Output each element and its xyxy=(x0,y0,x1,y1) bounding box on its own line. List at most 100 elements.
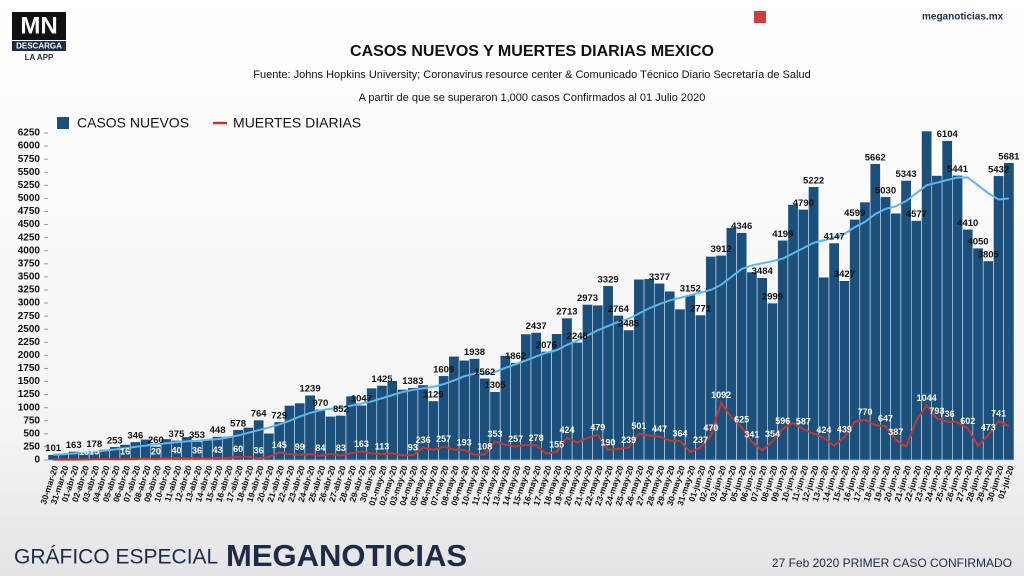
value-label: 1862 xyxy=(505,351,526,362)
chart-title: CASOS NUEVOS Y MUERTES DIARIAS MEXICO xyxy=(350,43,714,60)
value-label: 2076 xyxy=(536,340,557,351)
legend-label: CASOS NUEVOS xyxy=(77,115,189,131)
value-label: 387 xyxy=(888,427,903,437)
value-label: 83 xyxy=(336,443,346,453)
legend-swatch xyxy=(57,117,69,129)
value-label: 93 xyxy=(408,443,418,453)
bar xyxy=(910,220,922,461)
value-label: 1938 xyxy=(464,347,485,358)
value-label: 1425 xyxy=(371,374,393,385)
logo-sub-box xyxy=(12,41,66,51)
bar xyxy=(335,415,347,461)
value-label: 424 xyxy=(816,425,831,435)
value-label: 193 xyxy=(457,437,472,447)
y-tick-label: 1000 xyxy=(18,402,41,413)
value-label: 4050 xyxy=(967,237,988,248)
value-label: 253 xyxy=(107,435,123,446)
value-label: 3805 xyxy=(978,249,1000,260)
value-label: 587 xyxy=(796,417,811,427)
value-label: 647 xyxy=(878,414,893,424)
value-label: 3484 xyxy=(752,266,774,277)
value-label: 190 xyxy=(601,437,616,447)
value-label: 741 xyxy=(991,409,1006,419)
value-label: 10 xyxy=(79,447,89,457)
y-tick-label: 6250 xyxy=(18,128,41,139)
value-label: 1239 xyxy=(299,384,320,395)
subtitle: Fuente: Johns Hopkins University; Corona… xyxy=(253,69,810,81)
value-label: 43 xyxy=(213,445,223,455)
y-tick-label: 500 xyxy=(23,428,40,439)
value-label: 16 xyxy=(120,447,130,457)
value-label: 236 xyxy=(416,435,431,445)
value-label: 1092 xyxy=(711,390,731,400)
site: meganoticias.mx xyxy=(922,12,1004,23)
value-label: 470 xyxy=(703,423,718,433)
footer-right: 27 Feb 2020 PRIMER CASO CONFIRMADO xyxy=(772,556,1012,570)
y-tick-label: 4500 xyxy=(18,219,41,230)
line xyxy=(53,176,1009,456)
value-label: 257 xyxy=(508,434,523,444)
y-tick-label: 1750 xyxy=(18,363,41,374)
bar xyxy=(201,439,213,461)
value-label: 5441 xyxy=(947,164,969,175)
value-label: 1562 xyxy=(474,367,495,378)
value-label: 4199 xyxy=(772,229,793,240)
value-label: 353 xyxy=(189,430,205,441)
value-label: 1305 xyxy=(484,380,506,391)
value-label: 4790 xyxy=(793,198,814,209)
y-tick-label: 5500 xyxy=(18,167,41,178)
line xyxy=(53,400,1010,461)
y-tick-label: 1250 xyxy=(18,389,41,400)
value-label: 4147 xyxy=(824,232,845,243)
bar xyxy=(726,227,737,461)
value-label: 1044 xyxy=(917,393,937,403)
y-tick-label: 3500 xyxy=(18,272,41,283)
value-label: 625 xyxy=(734,415,749,425)
value-label: 354 xyxy=(765,429,780,439)
value-label: 479 xyxy=(590,422,605,432)
value-label: 375 xyxy=(169,429,186,440)
value-label: 2437 xyxy=(526,321,547,332)
bar xyxy=(129,441,141,461)
value-label: 84 xyxy=(315,443,325,453)
y-tick-label: 4000 xyxy=(18,245,41,256)
y-tick-label: 4750 xyxy=(18,206,41,217)
value-label: 364 xyxy=(672,428,687,438)
value-label: 60 xyxy=(233,444,243,454)
site-icon xyxy=(754,11,766,23)
value-label: 1609 xyxy=(433,364,454,375)
y-tick-label: 3250 xyxy=(18,285,41,296)
bar xyxy=(1003,162,1015,461)
y-tick-label: 5000 xyxy=(18,193,41,204)
y-tick-label: 2500 xyxy=(18,324,41,335)
bar xyxy=(427,400,439,461)
value-label: 2248 xyxy=(567,331,588,342)
value-label: 163 xyxy=(66,440,82,451)
y-tick-label: 2750 xyxy=(18,311,41,322)
value-label: 4346 xyxy=(731,221,752,232)
value-label: 1383 xyxy=(402,376,423,387)
value-label: 770 xyxy=(857,407,872,417)
value-label: 729 xyxy=(271,410,287,421)
bar xyxy=(900,180,912,461)
bar xyxy=(397,389,408,461)
value-label: 424 xyxy=(559,425,574,435)
value-label: 578 xyxy=(230,418,246,429)
subtitle: A partir de que se superaron 1,000 casos… xyxy=(359,92,706,104)
value-label: 4599 xyxy=(844,208,865,219)
value-label: 155 xyxy=(549,439,564,449)
value-label: 5681 xyxy=(998,151,1020,162)
value-label: 36 xyxy=(192,445,202,455)
value-label: 602 xyxy=(960,416,975,426)
y-tick-label: 3750 xyxy=(18,258,41,269)
value-label: 736 xyxy=(940,409,955,419)
value-label: 2771 xyxy=(690,304,712,315)
value-label: 3912 xyxy=(711,244,732,255)
value-label: 237 xyxy=(693,435,708,445)
value-label: 353 xyxy=(488,429,503,439)
value-label: 970 xyxy=(312,398,328,409)
value-label: 341 xyxy=(744,430,759,440)
value-label: 15 xyxy=(89,447,99,457)
value-label: 448 xyxy=(210,425,226,436)
